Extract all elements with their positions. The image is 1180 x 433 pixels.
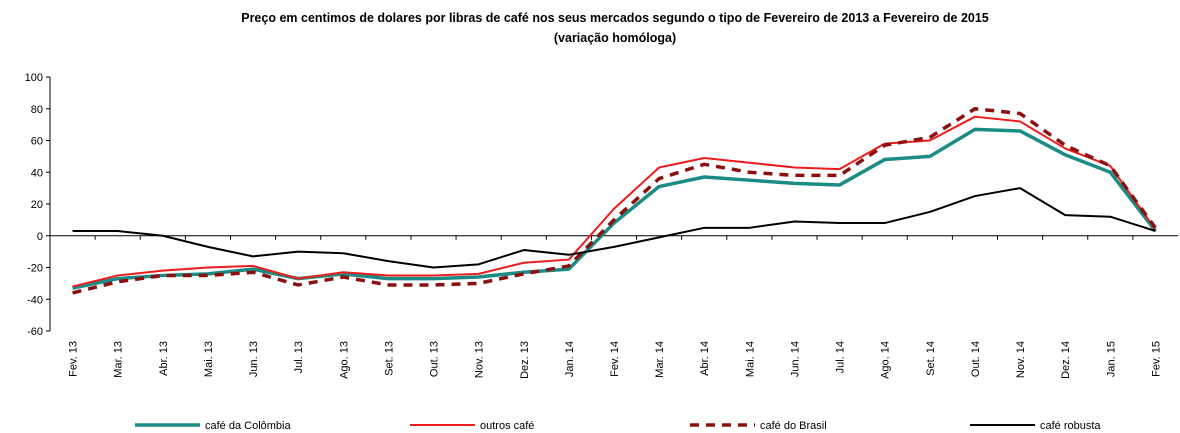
x-tick-label: Ago. 13 [338, 341, 350, 379]
x-tick-label: Jan. 14 [564, 341, 576, 377]
x-tick-label: Out. 14 [970, 341, 982, 377]
x-tick-label: Mai. 13 [203, 341, 215, 377]
y-tick-label: 60 [31, 136, 43, 148]
x-tick-label: Fev. 15 [1150, 341, 1162, 377]
legend-label: café robusta [1040, 420, 1101, 432]
y-tick-label: 0 [37, 231, 43, 243]
x-tick-label: Dez. 13 [519, 341, 531, 379]
legend-label: outros café [480, 420, 534, 432]
y-tick-label: -40 [27, 294, 43, 306]
legend-label: café do Brasil [760, 420, 827, 432]
y-tick-label: -60 [27, 326, 43, 338]
x-tick-label: Set. 13 [383, 341, 395, 376]
x-tick-label: Jul. 13 [293, 341, 305, 373]
chart-subtitle: (variação homóloga) [554, 31, 676, 45]
chart-title: Preço em centimos de dolares por libras … [241, 11, 989, 25]
x-tick-label: Mar. 13 [113, 341, 125, 378]
x-tick-label: Mai. 14 [744, 341, 756, 377]
y-tick-label: -20 [27, 263, 43, 275]
y-tick-label: 20 [31, 199, 43, 211]
x-tick-label: Jan. 15 [1105, 341, 1117, 377]
y-tick-label: 80 [31, 104, 43, 116]
legend-label: café da Colômbia [205, 420, 291, 432]
y-tick-label: 40 [31, 167, 43, 179]
x-tick-label: Jun. 13 [248, 341, 260, 377]
series-line [72, 107, 1157, 295]
x-tick-label: Set. 14 [925, 341, 937, 376]
x-tick-label: Nov. 13 [474, 341, 486, 378]
x-tick-label: Dez. 14 [1060, 341, 1072, 379]
y-tick-label: 100 [25, 72, 43, 84]
x-tick-label: Ago. 14 [880, 341, 892, 379]
x-tick-label: Fev. 14 [609, 341, 621, 377]
x-tick-label: Out. 13 [429, 341, 441, 377]
x-tick-label: Mar. 14 [654, 341, 666, 378]
x-tick-label: Abr. 14 [699, 341, 711, 376]
x-tick-label: Jun. 14 [789, 341, 801, 377]
x-tick-label: Abr. 13 [158, 341, 170, 376]
x-tick-label: Nov. 14 [1015, 341, 1027, 378]
series-line [72, 127, 1157, 290]
x-tick-label: Jul. 14 [835, 341, 847, 373]
series-line [72, 115, 1157, 288]
series-line [72, 187, 1156, 269]
x-tick-label: Fev. 13 [68, 341, 80, 377]
